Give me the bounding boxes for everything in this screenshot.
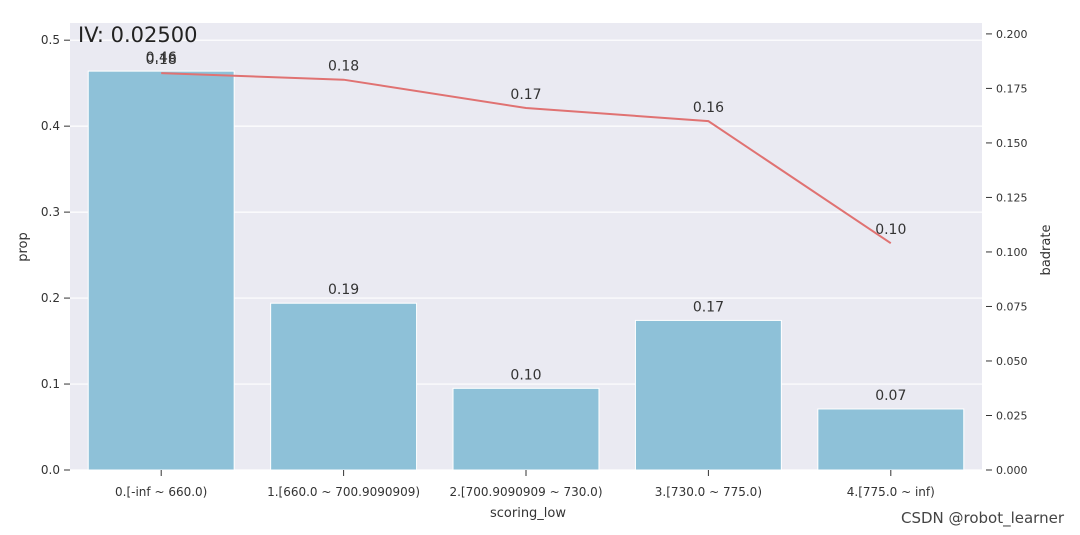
line-value-label: 0.18	[146, 52, 177, 68]
bar-value-label: 0.46	[146, 50, 177, 66]
line-value-label: 0.17	[510, 87, 541, 103]
bar-series	[87, 70, 965, 471]
badrate-line	[161, 72, 892, 245]
y-tick-label: 0.4	[41, 119, 60, 133]
bar-value-label: 0.10	[510, 367, 541, 383]
bar	[452, 387, 600, 471]
y-tick-label: 0.3	[41, 205, 60, 219]
chart-title: IV: 0.02500	[78, 23, 197, 47]
bar-value-label: 0.07	[875, 388, 906, 404]
line-value-label: 0.18	[328, 59, 359, 75]
y-axis-left: 0.0 0.1 0.2 0.3 0.4 0.5	[41, 33, 70, 477]
x-tick-label: 0.[-inf ~ 660.0)	[115, 485, 207, 499]
y2-tick-label: 0.000	[996, 464, 1028, 477]
y-axis-label: prop	[16, 232, 31, 262]
x-axis: 0.[-inf ~ 660.0) 1.[660.0 ~ 700.9090909) 2…	[115, 470, 935, 499]
line-value-label: 0.16	[693, 100, 724, 116]
badrate-line-series	[161, 72, 892, 245]
x-axis-label: scoring_low	[490, 506, 566, 521]
bar	[270, 302, 418, 471]
y2-tick-label: 0.200	[996, 28, 1028, 41]
y2-axis-label: badrate	[1039, 225, 1054, 276]
bar-value-label: 0.19	[328, 282, 359, 298]
y2-tick-label: 0.075	[996, 300, 1028, 313]
y-tick-label: 0.5	[41, 33, 60, 47]
bar	[87, 70, 235, 471]
y2-tick-label: 0.025	[996, 409, 1028, 422]
line-value-label: 0.10	[875, 222, 906, 238]
y-tick-label: 0.2	[41, 291, 60, 305]
x-tick-label: 3.[730.0 ~ 775.0)	[655, 485, 762, 499]
y2-tick-label: 0.100	[996, 246, 1028, 259]
y2-tick-label: 0.175	[996, 82, 1028, 95]
y-axis-right: 0.000 0.025 0.050 0.075 0.100 0.125 0.150 0.175…	[986, 28, 1028, 477]
bar	[817, 408, 965, 471]
bar	[634, 319, 782, 471]
x-tick-label: 4.[775.0 ~ inf)	[847, 485, 935, 499]
data-labels: 0.46 0.19 0.10 0.17 0.07 0.18 0.18 0.17 0.16 0.10	[146, 50, 907, 404]
y2-tick-label: 0.125	[996, 191, 1028, 204]
y2-tick-label: 0.050	[996, 355, 1028, 368]
watermark: CSDN @robot_learner	[900, 509, 1064, 527]
y-tick-label: 0.1	[41, 377, 60, 391]
bar-value-label: 0.17	[693, 299, 724, 315]
x-tick-label: 1.[660.0 ~ 700.9090909)	[267, 485, 420, 499]
y2-tick-label: 0.150	[996, 137, 1028, 150]
y-tick-label: 0.0	[41, 463, 60, 477]
x-tick-label: 2.[700.9090909 ~ 730.0)	[449, 485, 602, 499]
